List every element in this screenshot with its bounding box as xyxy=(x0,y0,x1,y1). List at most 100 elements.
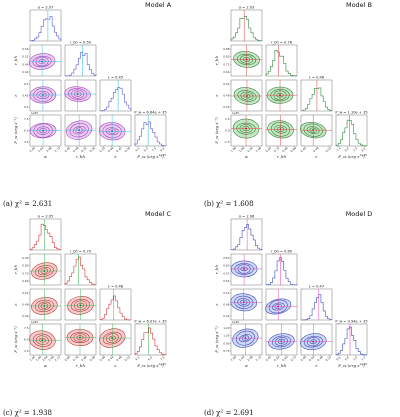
x-axis-label: ε xyxy=(315,154,317,159)
joint-contour-r-p xyxy=(265,323,298,356)
joint-contour-a-r xyxy=(28,44,62,77)
y-axis-label: r_bh xyxy=(214,265,219,274)
marginal-hist-e xyxy=(99,79,132,112)
contour-level xyxy=(274,125,287,134)
joint-contour-e-p xyxy=(99,323,132,356)
contour-level xyxy=(277,338,286,344)
x-tick-label: 0.52 xyxy=(325,146,333,153)
contour-level xyxy=(38,337,47,343)
marginal-hist-r xyxy=(64,253,97,286)
marginal-estimate-label: ε = 0.47 xyxy=(309,285,324,289)
x-tick-label: 2.00 xyxy=(230,355,238,362)
contour-level xyxy=(237,298,251,307)
marginal-estimate-label: P_w = 6.07e + 35 xyxy=(134,320,166,324)
x-tick-label: 0.80 xyxy=(281,146,289,153)
contour-level xyxy=(306,337,320,347)
joint-contour-r-p xyxy=(265,114,298,147)
contour-level xyxy=(309,127,317,133)
marginal-estimate-label: r_bh = 0.79 xyxy=(70,250,92,254)
axes-frame xyxy=(99,79,132,112)
hist-step xyxy=(29,16,62,42)
x-tick-label: 0.52 xyxy=(325,355,333,362)
x-tick-label: 2.04 xyxy=(238,355,246,362)
contour-level xyxy=(105,127,119,136)
marginal-hist-p xyxy=(134,114,167,147)
y-axis-label: P_w (erg s⁻¹) xyxy=(214,117,219,145)
contour-level xyxy=(274,303,282,310)
x-tick-label: 2.08 xyxy=(246,355,254,362)
y-tick-label: 7.5 xyxy=(24,326,29,330)
marginal-estimate-label: P_w = 1.10e + 35 xyxy=(335,111,367,115)
x-tick-label: 0.72 xyxy=(290,355,298,362)
x-tick-label: 0.72 xyxy=(273,146,281,153)
y-tick-label: 1.5 xyxy=(225,117,230,121)
subfigure-caption: (a) χ² = 2.631 xyxy=(3,200,52,208)
y-tick-label: 0.70 xyxy=(22,271,28,275)
y-tick-label: -1.5 xyxy=(224,140,230,144)
corner-plot-model-a: Model A α = 2.07 r_bh = 0.50 ε = 0.45 P_w = … xyxy=(0,0,200,208)
model-title: Model B xyxy=(346,1,372,9)
y-tick-label: 0.60 xyxy=(22,279,28,283)
contour-level xyxy=(75,127,83,133)
hist-step xyxy=(265,50,298,77)
joint-contour-a-p xyxy=(230,323,263,356)
x-tick-label: 2.12 xyxy=(255,355,263,362)
x-tick-label: 2.08 xyxy=(45,146,53,153)
y-scale-label: 1e35 xyxy=(31,111,38,115)
contour-level xyxy=(306,126,320,134)
marginal-estimate-label: ε = 0.45 xyxy=(108,76,123,80)
y-scale-label: 1e36 xyxy=(232,320,239,324)
x-axis-label: ε xyxy=(315,363,317,368)
x-tick-label: 2.00 xyxy=(238,146,246,153)
y-tick-label: 0.44 xyxy=(22,70,28,74)
contour-level xyxy=(271,122,291,137)
contour-level xyxy=(35,56,49,67)
x-tick-label: 4.5 xyxy=(134,146,140,152)
marginal-hist-e xyxy=(300,288,333,321)
x-tick-label: 0.40 xyxy=(99,355,107,362)
contour-level xyxy=(240,91,254,101)
marginal-estimate-label: P_w = 6.64e + 35 xyxy=(134,111,166,115)
y-tick-label: 0.64 xyxy=(223,70,229,74)
x-tick-label: 2.12 xyxy=(54,355,62,362)
corner-plot-svg: Model B α = 2.03 r_bh = 0.76 ε = 0.48 P_w = … xyxy=(204,1,372,208)
hist-step xyxy=(230,224,263,251)
y-scale-label: 1e35 xyxy=(31,320,38,324)
marginal-hist-e xyxy=(300,79,333,112)
x-tick-label: 0.48 xyxy=(72,146,80,153)
x-axis-label: ε xyxy=(114,154,116,159)
contour-level xyxy=(40,268,48,274)
axes-frame xyxy=(335,114,368,147)
joint-contour-a-p xyxy=(29,323,62,356)
marginal-hist-p xyxy=(335,114,368,147)
x-tick-label: 0.56 xyxy=(89,146,97,153)
corner-plot-svg: Model D α = 2.06 r_bh = 0.60 ε = 0.47 P_w = … xyxy=(204,210,372,417)
x-tick-label: 2.04 xyxy=(37,146,45,153)
model-title: Model A xyxy=(145,1,172,9)
y-tick-label: 0.60 xyxy=(223,264,229,268)
joint-contour-a-r xyxy=(29,253,62,286)
y-tick-label: 0.52 xyxy=(22,55,28,59)
x-tick-label: 1.98 xyxy=(230,146,238,153)
contour-level xyxy=(242,56,251,62)
contour-level xyxy=(275,337,288,346)
joint-contour-a-e xyxy=(29,79,62,112)
x-tick-label: 1.2 xyxy=(360,355,366,361)
joint-contour-a-e xyxy=(230,288,263,321)
y-tick-label: 0.52 xyxy=(22,291,28,295)
joint-contour-a-r xyxy=(230,253,263,286)
marginal-estimate-label: ε = 0.48 xyxy=(309,76,325,80)
y-tick-label: 0.56 xyxy=(22,47,28,51)
x-axis-label: r_bh xyxy=(76,363,85,368)
contour-level xyxy=(76,302,85,308)
contour-level xyxy=(37,301,51,311)
joint-contour-a-p xyxy=(29,114,62,147)
y-scale-label: 1e35 xyxy=(232,111,239,115)
hist-step xyxy=(134,327,167,356)
x-tick-label: 1.0 xyxy=(352,355,358,361)
hist-step xyxy=(29,223,62,251)
y-tick-label: 0.44 xyxy=(223,105,229,109)
x-tick-label: 0.70 xyxy=(72,355,80,362)
contour-level xyxy=(102,331,122,345)
contour-level xyxy=(105,333,119,343)
